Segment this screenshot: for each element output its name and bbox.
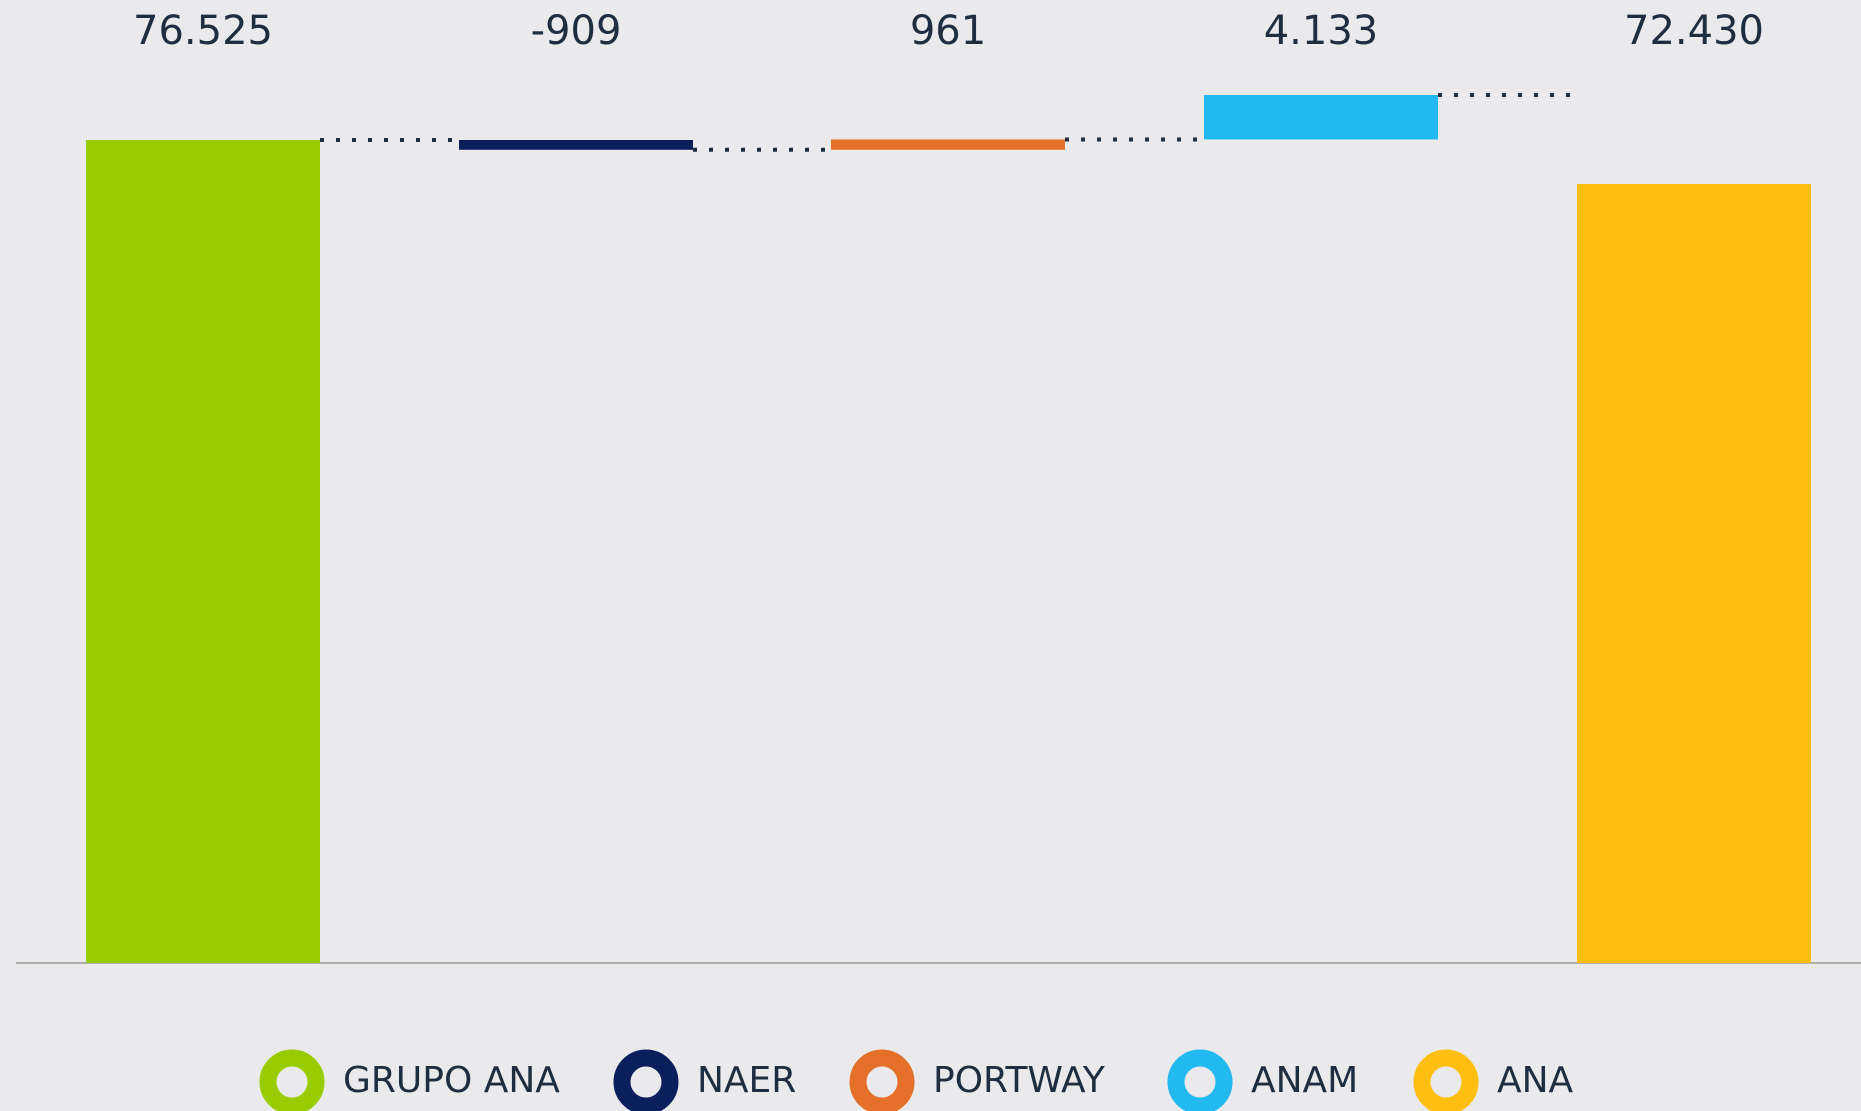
legend-marker — [1167, 1049, 1233, 1111]
value-label: 961 — [910, 8, 986, 54]
legend-marker — [849, 1049, 915, 1111]
bar — [86, 140, 320, 963]
legend-marker — [259, 1049, 325, 1111]
bar — [831, 139, 1065, 150]
legend-label: GRUPO ANA — [343, 1060, 560, 1101]
legend-marker — [613, 1049, 679, 1111]
legend-marker — [1413, 1049, 1479, 1111]
value-label: 4.133 — [1264, 8, 1379, 54]
value-label: 72.430 — [1624, 8, 1764, 54]
value-label: 76.525 — [133, 8, 273, 54]
value-label: -909 — [531, 8, 622, 54]
legend-label: PORTWAY — [933, 1060, 1106, 1101]
legend-label: ANAM — [1251, 1060, 1358, 1101]
bar — [1577, 184, 1811, 963]
legend-label: NAER — [697, 1060, 796, 1101]
bar — [459, 140, 693, 150]
bar — [1204, 95, 1438, 140]
legend-label: ANA — [1497, 1060, 1574, 1101]
